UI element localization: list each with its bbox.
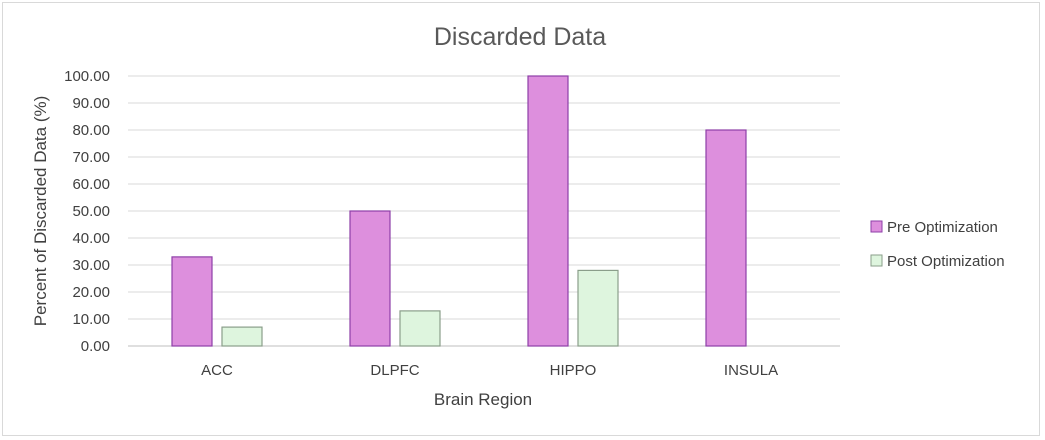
bar-pre-insula: [705, 129, 747, 347]
y-tick-label: 80.00: [72, 122, 110, 139]
bar-pre-hippo: [527, 75, 569, 347]
x-tick-labels: ACC DLPFC HIPPO INSULA: [201, 362, 778, 379]
bar-post-dlpfc: [399, 310, 441, 347]
y-axis-title: Percent of Discarded Data (%): [31, 96, 50, 327]
legend-swatch: [870, 254, 883, 267]
legend: Pre Optimization Post Optimization: [870, 219, 1005, 270]
y-tick-label: 50.00: [72, 203, 110, 220]
bar-post-hippo: [577, 269, 619, 347]
chart-frame: [2, 2, 1040, 436]
legend-swatch: [870, 220, 883, 233]
x-tick-label: INSULA: [724, 362, 778, 379]
y-tick-label: 100.00: [64, 68, 110, 85]
y-tick-label: 70.00: [72, 149, 110, 166]
y-tick-labels: 0.00 10.00 20.00 30.00 40.00 50.00 60.00 70.00 8…: [64, 68, 110, 355]
bar-pre-dlpfc: [349, 210, 391, 347]
y-tick-label: 0.00: [81, 338, 110, 355]
y-tick-label: 60.00: [72, 176, 110, 193]
y-tick-label: 40.00: [72, 230, 110, 247]
chart-title: Discarded Data: [434, 23, 606, 51]
bar-pre-acc: [171, 256, 213, 347]
legend-label: Pre Optimization: [887, 219, 998, 236]
bars: [171, 75, 747, 347]
x-tick-label: DLPFC: [370, 362, 419, 379]
y-tick-label: 90.00: [72, 95, 110, 112]
bar-post-acc: [221, 326, 263, 347]
x-axis-title: Brain Region: [434, 390, 532, 409]
y-tick-label: 20.00: [72, 284, 110, 301]
y-tick-label: 10.00: [72, 311, 110, 328]
legend-label: Post Optimization: [887, 253, 1005, 270]
y-tick-label: 30.00: [72, 257, 110, 274]
x-tick-label: ACC: [201, 362, 233, 379]
x-tick-label: HIPPO: [550, 362, 597, 379]
